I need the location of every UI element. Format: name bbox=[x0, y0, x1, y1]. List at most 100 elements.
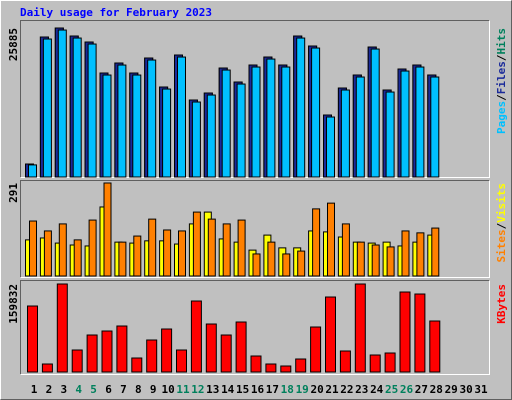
bar bbox=[162, 88, 172, 178]
bar bbox=[206, 94, 216, 178]
bar bbox=[116, 325, 128, 373]
bar bbox=[354, 283, 366, 373]
chart-title: Daily usage for February 2023 bbox=[20, 6, 212, 19]
legend-entry: Pages bbox=[495, 101, 508, 134]
bar bbox=[250, 355, 262, 373]
panel-shadow bbox=[20, 20, 490, 178]
bar bbox=[132, 74, 142, 178]
bar bbox=[235, 321, 247, 373]
bar bbox=[325, 296, 336, 373]
legend-entry: Hits bbox=[495, 28, 508, 55]
bar bbox=[29, 220, 37, 277]
x-tick-label: 22 bbox=[340, 383, 353, 396]
bar bbox=[101, 330, 113, 373]
bar bbox=[251, 66, 261, 178]
x-tick-label: 19 bbox=[296, 383, 309, 396]
bar bbox=[385, 91, 395, 178]
x-tick-label: 25 bbox=[385, 383, 398, 396]
bar bbox=[133, 235, 142, 277]
bar bbox=[429, 320, 441, 373]
x-tick-label: 20 bbox=[310, 383, 323, 396]
bar bbox=[28, 164, 37, 178]
bar bbox=[86, 334, 98, 373]
x-tick-label: 26 bbox=[400, 383, 414, 396]
bar bbox=[118, 241, 127, 277]
bar bbox=[327, 202, 335, 277]
bar bbox=[310, 326, 322, 373]
bar bbox=[190, 300, 202, 373]
bar bbox=[87, 43, 97, 178]
bar bbox=[281, 66, 291, 178]
bar bbox=[103, 182, 112, 277]
bar bbox=[147, 59, 157, 178]
x-tick-label: 31 bbox=[474, 383, 488, 396]
bar bbox=[369, 354, 381, 373]
bar bbox=[178, 230, 186, 277]
x-tick-label: 17 bbox=[266, 383, 279, 396]
bar bbox=[416, 232, 425, 277]
bar bbox=[71, 349, 83, 373]
legend-separator: / bbox=[495, 54, 508, 61]
x-tick-label: 16 bbox=[251, 383, 265, 396]
legend-entry: Sites bbox=[495, 229, 508, 262]
bar bbox=[252, 253, 261, 277]
bar bbox=[267, 241, 276, 277]
legend-entry: KBytes bbox=[495, 284, 508, 324]
bar bbox=[221, 69, 231, 178]
legend: Sites/Visits bbox=[495, 183, 508, 263]
bar bbox=[220, 334, 232, 373]
bar bbox=[236, 83, 246, 178]
bar bbox=[207, 218, 216, 277]
x-tick-label: 4 bbox=[75, 383, 82, 396]
bar bbox=[280, 365, 292, 373]
bar bbox=[355, 76, 365, 178]
bar bbox=[41, 363, 53, 373]
bar bbox=[266, 58, 276, 178]
bar bbox=[161, 328, 173, 373]
bar bbox=[326, 116, 335, 178]
bar bbox=[72, 37, 82, 178]
bar bbox=[399, 291, 411, 373]
bar bbox=[282, 253, 291, 277]
bar bbox=[205, 323, 217, 373]
bar bbox=[415, 66, 425, 178]
x-tick-label: 10 bbox=[161, 383, 174, 396]
panel-shadow bbox=[20, 280, 490, 375]
bar bbox=[400, 70, 410, 178]
bar bbox=[265, 363, 277, 373]
bar bbox=[237, 219, 246, 277]
x-tick-label: 29 bbox=[445, 383, 458, 396]
x-tick-label: 13 bbox=[206, 383, 219, 396]
x-tick-label: 14 bbox=[221, 383, 235, 396]
bar bbox=[222, 223, 231, 277]
legend-separator: / bbox=[495, 94, 508, 101]
panel-light bbox=[20, 280, 490, 375]
legend: KBytes bbox=[495, 284, 508, 324]
legend-entry: Files bbox=[495, 61, 508, 94]
bar bbox=[43, 230, 52, 277]
bar bbox=[340, 89, 350, 178]
x-tick-label: 30 bbox=[459, 383, 472, 396]
bar bbox=[297, 250, 306, 277]
y-tick-label: 159832 bbox=[7, 284, 20, 324]
bar bbox=[311, 47, 321, 178]
bar bbox=[192, 211, 201, 277]
x-tick-label: 3 bbox=[60, 383, 67, 396]
bar bbox=[56, 283, 68, 373]
bar bbox=[102, 74, 112, 178]
bar bbox=[371, 244, 380, 277]
x-tick-label: 18 bbox=[281, 383, 294, 396]
x-tick-label: 6 bbox=[105, 383, 112, 396]
x-tick-label: 23 bbox=[355, 383, 368, 396]
bar bbox=[73, 239, 82, 277]
x-tick-label: 11 bbox=[176, 383, 190, 396]
bar bbox=[384, 352, 396, 373]
bar bbox=[57, 29, 67, 178]
bar bbox=[430, 76, 440, 178]
bar bbox=[117, 64, 127, 178]
bar bbox=[131, 357, 143, 373]
x-tick-label: 21 bbox=[325, 383, 339, 396]
bar bbox=[163, 229, 172, 277]
